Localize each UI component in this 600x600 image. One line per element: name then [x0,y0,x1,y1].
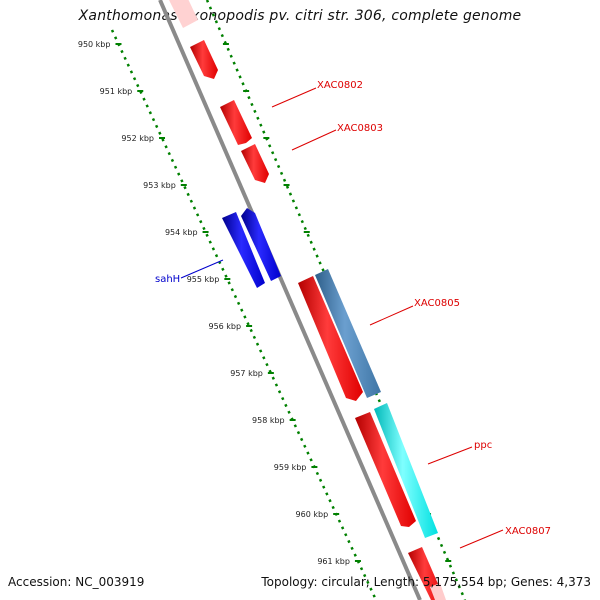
accession-text: Accession: NC_003919 [8,575,145,589]
leader-XAC0807 [459,529,504,549]
gene-red-5[interactable] [355,412,416,527]
tick-label-0: 950 kbp [78,40,111,49]
label-XAC0807[interactable]: XAC0807 [505,526,551,537]
gene-faded-bottom[interactable] [430,583,446,600]
gene-blue-sahH-2[interactable] [241,208,281,281]
gene-red-3[interactable] [241,144,269,183]
tick-label-8: 958 kbp [252,416,285,425]
gene-red-4[interactable] [298,276,363,401]
tick-label-1: 951 kbp [100,87,133,96]
genome-backbone [158,0,422,600]
gene-cyan-ppc[interactable] [374,403,438,538]
tick-label-2: 952 kbp [121,134,154,143]
gene-blue-sahH-1[interactable] [222,212,265,288]
label-XAC0802[interactable]: XAC0802 [317,80,363,91]
leader-XAC0802 [271,87,317,108]
label-sahH[interactable]: sahH [155,274,180,285]
gene-red-2[interactable] [220,100,252,145]
label-ppc[interactable]: ppc [474,440,492,451]
gene-steel-XAC0805[interactable] [315,269,381,398]
tick-label-9: 959 kbp [274,463,307,472]
tick-label-11: 961 kbp [317,557,350,566]
leader-ppc [427,446,473,465]
leader-XAC0805 [369,305,414,326]
leader-sahH [180,259,224,279]
tick-label-4: 954 kbp [165,228,198,237]
gene-red-1[interactable] [190,40,218,79]
tick-label-10: 960 kbp [296,510,329,519]
tick-label-6: 956 kbp [208,322,241,331]
leader-XAC0803 [291,129,337,151]
genome-summary: Topology: circular; Length: 5,175,554 bp… [261,575,591,589]
gene-faded-top[interactable] [165,0,198,28]
tick-label-3: 953 kbp [143,181,176,190]
tick-label-5: 955 kbp [187,275,220,284]
label-XAC0803[interactable]: XAC0803 [337,123,383,134]
label-XAC0805[interactable]: XAC0805 [414,298,460,309]
tick-label-7: 957 kbp [230,369,263,378]
